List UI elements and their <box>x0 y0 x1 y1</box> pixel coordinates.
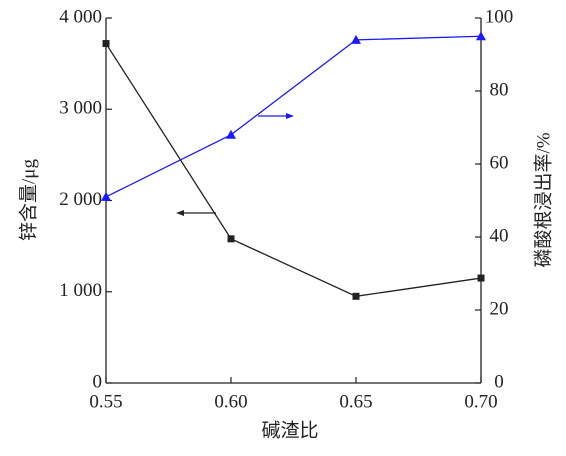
x-tick-label: 0.60 <box>214 391 247 412</box>
y2-tick-label: 40 <box>490 225 509 246</box>
series-line <box>105 43 482 297</box>
x-tick-label: 0.65 <box>339 391 372 412</box>
y2-tick-label: 100 <box>485 6 514 27</box>
point-marker <box>477 274 485 282</box>
point-marker <box>102 40 110 48</box>
point-marker <box>226 129 236 139</box>
point-marker <box>476 31 486 41</box>
left-arrow <box>176 210 216 216</box>
y2-tick-label: 60 <box>490 152 509 173</box>
y-tick-label: 3 000 <box>59 98 102 119</box>
point-marker <box>101 191 111 201</box>
series-line <box>105 35 482 198</box>
y2-axis-label: 磷酸根浸出率/% <box>532 132 554 267</box>
y2-tick-label: 0 <box>494 371 504 392</box>
y-tick-label: 2 000 <box>59 189 102 210</box>
x-axis-label: 碱渣比 <box>261 419 318 441</box>
y2-tick-label: 20 <box>490 298 509 319</box>
y-axis-label: 锌含量/μg <box>17 159 39 241</box>
x-tick-label: 0.55 <box>89 391 122 412</box>
y2-tick-label: 80 <box>490 79 509 100</box>
y-tick-label: 4 000 <box>59 6 102 27</box>
point-marker <box>227 235 235 243</box>
y-tick-label: 0 <box>93 371 103 392</box>
point-marker <box>351 34 361 44</box>
right-arrow <box>258 113 294 119</box>
x-tick-label: 0.70 <box>464 391 497 412</box>
y-tick-label: 1 000 <box>59 280 102 301</box>
point-marker <box>352 292 360 300</box>
